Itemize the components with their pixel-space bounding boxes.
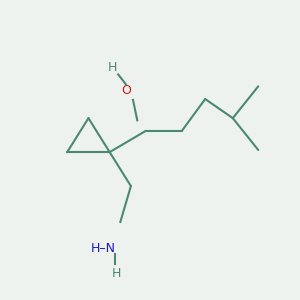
Text: H: H xyxy=(108,61,117,74)
Text: H: H xyxy=(111,267,121,280)
Text: O: O xyxy=(122,84,132,97)
Text: H–N: H–N xyxy=(91,242,116,255)
